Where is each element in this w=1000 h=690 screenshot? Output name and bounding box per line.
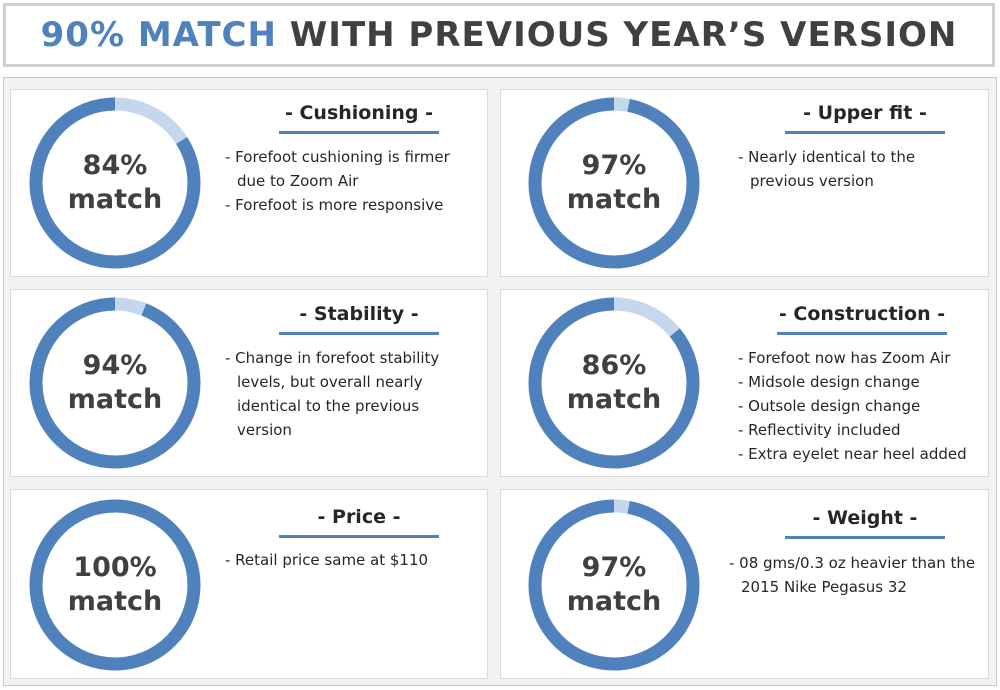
heading-underline [279, 131, 439, 134]
card-price: 100% match - Price - - Retail price same… [10, 489, 488, 679]
heading-underline [279, 535, 439, 538]
title-rest: WITH PREVIOUS YEAR’S VERSION [289, 15, 958, 55]
match-word: match [67, 586, 163, 617]
heading-underline [785, 536, 945, 539]
heading-underline [279, 332, 439, 335]
donut-match-segment [528, 297, 700, 469]
page-title: 90% MATCH WITH PREVIOUS YEAR’S VERSION [41, 15, 958, 55]
donut-label-price: 100% match [25, 551, 205, 619]
donut-chart-weight [528, 499, 700, 671]
donut-chart-construction [528, 297, 700, 469]
heading-stability: - Stability - [299, 303, 419, 325]
note-item: - Forefoot cushioning is firmer due to Z… [225, 148, 450, 190]
notes-stability: - Change in forefoot stability levels, b… [225, 346, 465, 442]
donut-match-segment [528, 499, 700, 671]
match-word: match [566, 184, 662, 215]
match-word: match [566, 586, 662, 617]
note-item: - Extra eyelet near heel added [738, 445, 967, 463]
heading-cushioning: - Cushioning - [284, 102, 434, 124]
heading-underline [777, 332, 947, 335]
note-item: - Retail price same at $110 [225, 551, 429, 569]
donut-label-weight: 97% match [524, 551, 704, 619]
heading-weight: - Weight - [812, 507, 918, 529]
heading-upper-fit: - Upper fit - [803, 102, 927, 124]
note-item: - Reflectivity included [738, 421, 901, 439]
notes-cushioning: - Forefoot cushioning is firmer due to Z… [225, 145, 480, 217]
match-percent: 97% [581, 552, 647, 583]
donut-label-construction: 86% match [524, 349, 704, 417]
donut-label-upper-fit: 97% match [524, 149, 704, 217]
donut-match-segment [528, 97, 700, 269]
card-cushioning: 84% match - Cushioning - - Forefoot cush… [10, 89, 488, 277]
donut-chart-upper-fit [528, 97, 700, 269]
donut-chart-cushioning [29, 97, 201, 269]
heading-underline [785, 131, 945, 134]
title-accent: 90% MATCH [40, 15, 277, 55]
match-percent: 100% [73, 552, 157, 583]
match-percent: 97% [581, 150, 647, 181]
card-stability: 94% match - Stability - - Change in fore… [10, 289, 488, 477]
match-percent: 86% [581, 350, 647, 381]
match-percent: 94% [82, 350, 148, 381]
card-construction: 86% match - Construction - - Forefoot no… [500, 289, 989, 477]
match-word: match [566, 384, 662, 415]
notes-weight: - 08 gms/0.3 oz heavier than the 2015 Ni… [729, 551, 979, 599]
donut-chart-stability [29, 297, 201, 469]
notes-construction: - Forefoot now has Zoom Air - Midsole des… [738, 346, 986, 466]
page-header: 90% MATCH WITH PREVIOUS YEAR’S VERSION [3, 3, 995, 67]
donut-match-segment [29, 297, 201, 469]
donut-label-cushioning: 84% match [25, 149, 205, 217]
note-item: - Nearly identical to the previous versi… [738, 148, 916, 190]
heading-price: - Price - [317, 506, 401, 528]
donut-chart-price [29, 499, 201, 671]
note-item: - Outsole design change [738, 397, 921, 415]
note-item: - Change in forefoot stability levels, b… [225, 349, 440, 439]
note-item: - Forefoot now has Zoom Air [738, 349, 951, 367]
donut-match-segment [29, 499, 201, 671]
card-upper-fit: 97% match - Upper fit - - Nearly identic… [500, 89, 989, 277]
notes-upper-fit: - Nearly identical to the previous versi… [738, 145, 978, 193]
note-item: - Midsole design change [738, 373, 920, 391]
donut-label-stability: 94% match [25, 349, 205, 417]
match-word: match [67, 384, 163, 415]
card-weight: 97% match - Weight - - 08 gms/0.3 oz hea… [500, 489, 989, 679]
match-percent: 84% [82, 150, 148, 181]
heading-construction: - Construction - [778, 303, 946, 325]
note-item: - 08 gms/0.3 oz heavier than the 2015 Ni… [729, 554, 976, 596]
notes-price: - Retail price same at $110 [225, 548, 475, 572]
match-word: match [67, 184, 163, 215]
note-item: - Forefoot is more responsive [225, 196, 444, 214]
donut-match-segment [29, 97, 201, 269]
